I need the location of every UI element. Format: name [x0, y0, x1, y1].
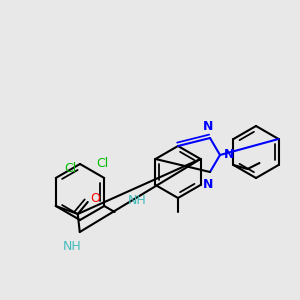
Text: N: N	[224, 148, 234, 161]
Text: N: N	[203, 120, 213, 133]
Text: NH: NH	[128, 194, 146, 208]
Text: Cl: Cl	[96, 157, 108, 170]
Text: N: N	[203, 178, 213, 191]
Text: NH: NH	[62, 240, 81, 253]
Text: O: O	[90, 191, 100, 205]
Text: Cl: Cl	[64, 161, 76, 175]
